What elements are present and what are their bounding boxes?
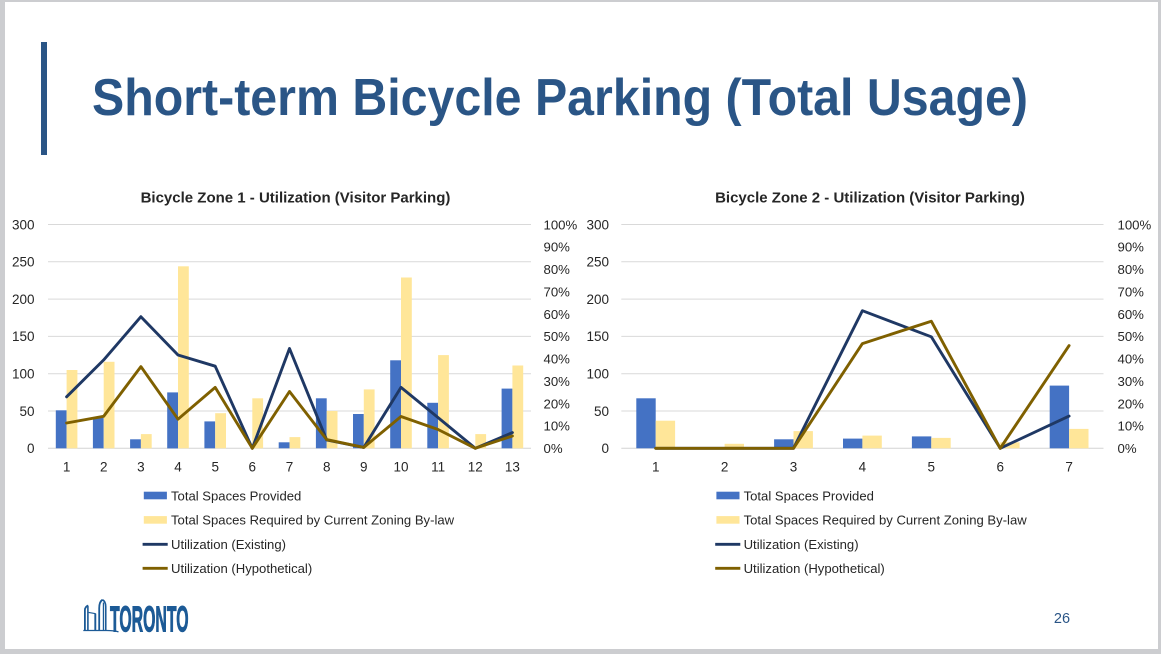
- svg-text:10: 10: [393, 460, 408, 475]
- svg-text:50%: 50%: [544, 329, 571, 344]
- svg-text:80%: 80%: [544, 262, 571, 277]
- svg-text:5: 5: [928, 460, 936, 475]
- svg-text:Utilization (Hypothetical): Utilization (Hypothetical): [744, 561, 885, 576]
- svg-text:40%: 40%: [544, 352, 571, 367]
- svg-text:300: 300: [12, 217, 35, 232]
- svg-text:11: 11: [431, 460, 445, 475]
- svg-text:300: 300: [586, 217, 609, 232]
- svg-text:TORONTO: TORONTO: [110, 598, 189, 639]
- svg-text:100: 100: [12, 367, 35, 382]
- svg-text:Utilization (Existing): Utilization (Existing): [171, 537, 286, 552]
- svg-text:Bicycle Zone 1 - Utilization (: Bicycle Zone 1 - Utilization (Visitor Pa…: [141, 190, 451, 207]
- svg-text:200: 200: [586, 292, 609, 307]
- svg-text:90%: 90%: [1118, 240, 1145, 255]
- svg-text:250: 250: [586, 255, 609, 270]
- svg-text:4: 4: [174, 460, 182, 475]
- svg-text:Utilization (Hypothetical): Utilization (Hypothetical): [171, 561, 312, 576]
- svg-text:1: 1: [63, 460, 71, 475]
- svg-text:200: 200: [12, 292, 35, 307]
- svg-text:10%: 10%: [544, 419, 571, 434]
- svg-text:80%: 80%: [1118, 262, 1145, 277]
- svg-text:0: 0: [27, 441, 35, 456]
- svg-text:50: 50: [594, 404, 609, 419]
- svg-text:250: 250: [12, 255, 35, 270]
- svg-text:2: 2: [100, 460, 108, 475]
- svg-text:30%: 30%: [544, 374, 571, 389]
- svg-text:60%: 60%: [1118, 307, 1145, 322]
- svg-text:100: 100: [586, 367, 609, 382]
- svg-text:9: 9: [360, 460, 368, 475]
- svg-text:70%: 70%: [544, 284, 571, 299]
- svg-text:Total Spaces Provided: Total Spaces Provided: [171, 488, 301, 503]
- svg-text:100%: 100%: [1118, 217, 1152, 232]
- svg-text:7: 7: [286, 460, 294, 475]
- svg-text:50: 50: [19, 404, 34, 419]
- svg-text:40%: 40%: [1118, 352, 1145, 367]
- svg-text:12: 12: [468, 460, 483, 475]
- svg-text:150: 150: [12, 329, 35, 344]
- svg-text:3: 3: [790, 460, 798, 475]
- svg-text:7: 7: [1065, 460, 1073, 475]
- svg-text:Bicycle Zone 2 - Utilization (: Bicycle Zone 2 - Utilization (Visitor Pa…: [715, 190, 1025, 207]
- svg-text:50%: 50%: [1118, 329, 1145, 344]
- svg-text:13: 13: [505, 460, 520, 475]
- svg-text:6: 6: [996, 460, 1004, 475]
- svg-text:2: 2: [721, 460, 729, 475]
- svg-text:20%: 20%: [544, 396, 571, 411]
- svg-text:4: 4: [859, 460, 867, 475]
- svg-text:100%: 100%: [544, 217, 578, 232]
- svg-text:90%: 90%: [544, 240, 571, 255]
- svg-text:150: 150: [586, 329, 609, 344]
- svg-text:8: 8: [323, 460, 331, 475]
- svg-text:0%: 0%: [1118, 441, 1137, 456]
- svg-text:20%: 20%: [1118, 396, 1145, 411]
- svg-text:60%: 60%: [544, 307, 571, 322]
- svg-text:Total Spaces Required by Curre: Total Spaces Required by Current Zoning …: [744, 513, 1028, 528]
- svg-text:Total Spaces Required by Curre: Total Spaces Required by Current Zoning …: [171, 513, 455, 528]
- svg-text:3: 3: [137, 460, 145, 475]
- svg-text:1: 1: [652, 460, 660, 475]
- svg-text:Total Spaces Provided: Total Spaces Provided: [744, 488, 874, 503]
- svg-text:0: 0: [601, 441, 609, 456]
- svg-text:Utilization (Existing): Utilization (Existing): [744, 537, 859, 552]
- svg-text:0%: 0%: [544, 441, 563, 456]
- svg-text:6: 6: [249, 460, 257, 475]
- svg-text:30%: 30%: [1118, 374, 1145, 389]
- svg-text:10%: 10%: [1118, 419, 1145, 434]
- svg-text:5: 5: [211, 460, 219, 475]
- svg-text:70%: 70%: [1118, 284, 1145, 299]
